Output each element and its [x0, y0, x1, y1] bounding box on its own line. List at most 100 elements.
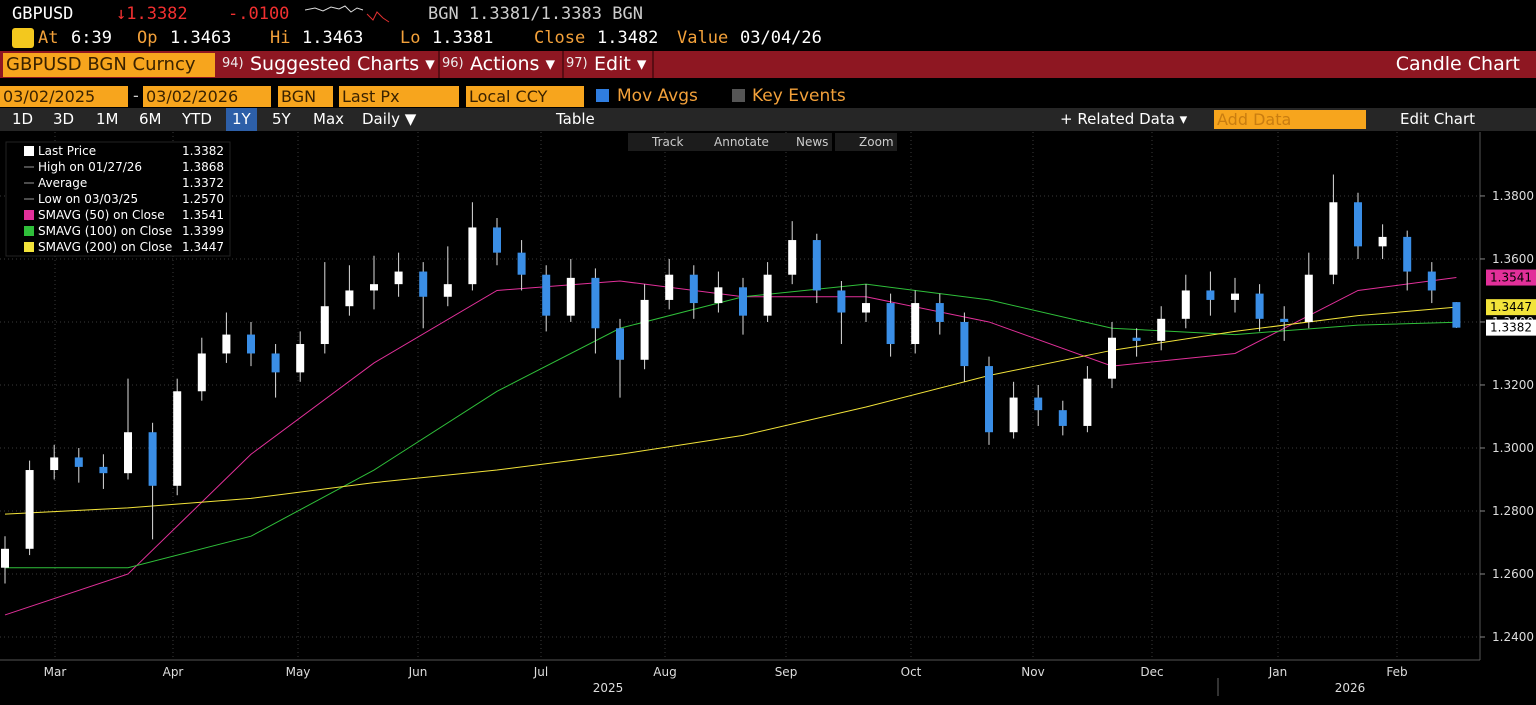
y-tick-label: 1.2400 — [1492, 630, 1534, 644]
menu-number[interactable]: 96) — [442, 56, 464, 71]
candle-body — [1132, 337, 1141, 341]
price-tag-label: 1.3382 — [1490, 321, 1532, 335]
x-tick-label: May — [286, 665, 311, 679]
candle-body — [763, 274, 772, 316]
legend-value: 1.3382 — [182, 144, 224, 158]
candle-body — [1157, 318, 1166, 341]
range-button[interactable]: Max — [313, 110, 345, 128]
source-field[interactable]: BGN — [278, 86, 333, 107]
candle-body — [173, 391, 182, 486]
x-tick-label: Mar — [44, 665, 67, 679]
chart-tool[interactable]: Annotate — [714, 135, 769, 149]
candle-body — [1329, 202, 1338, 275]
legend-swatch — [24, 210, 34, 220]
ticker: GBPUSD — [12, 4, 74, 24]
y-tick-label: 1.2600 — [1492, 567, 1534, 581]
range-button[interactable]: 6M — [139, 110, 162, 128]
menu-separator — [438, 51, 440, 78]
range-button[interactable]: 1M — [96, 110, 119, 128]
candle-body — [591, 277, 600, 329]
range-button[interactable]: 5Y — [272, 110, 291, 128]
candle-body — [616, 328, 624, 360]
legend-swatch — [24, 146, 34, 156]
candle-body — [689, 274, 698, 304]
menu-number[interactable]: 97) — [566, 56, 588, 71]
field-field[interactable]: Last Px — [339, 86, 459, 107]
candle-body — [1231, 293, 1239, 300]
candle-body — [468, 227, 477, 285]
candle-body — [1255, 293, 1264, 319]
key-events-label[interactable]: Key Events — [752, 86, 846, 106]
candle-body — [960, 321, 969, 367]
high-label: Hi — [270, 28, 291, 48]
candle-body — [566, 277, 575, 316]
high: 1.3463 — [302, 28, 364, 48]
candle-body — [1280, 318, 1289, 322]
key-events-checkbox[interactable] — [732, 89, 745, 102]
menu-number[interactable]: 94) — [222, 56, 244, 71]
y-tick-label: 1.3200 — [1492, 378, 1534, 392]
year-label: 2026 — [1335, 681, 1366, 695]
mov-avgs-checkbox[interactable] — [596, 89, 609, 102]
candle-body — [935, 303, 944, 322]
candle-body — [1354, 202, 1362, 247]
candle-body — [517, 252, 526, 275]
candle-body — [665, 274, 674, 300]
last-price: ↓1.3382 — [116, 4, 188, 24]
candle-body — [148, 432, 157, 486]
x-tick-label: Jun — [408, 665, 428, 679]
chart-tool[interactable]: Zoom — [859, 135, 894, 149]
price-tag — [1486, 319, 1536, 336]
legend-swatch — [24, 242, 34, 252]
menu-item[interactable]: Actions ▾ — [470, 53, 555, 75]
range-button[interactable]: YTD — [182, 110, 212, 128]
candle-body — [493, 227, 501, 253]
range-button[interactable]: 3D — [53, 110, 75, 128]
chart-tool[interactable]: Track — [651, 135, 683, 149]
legend-value: 1.3868 — [182, 160, 224, 174]
table-button[interactable]: Table — [556, 110, 595, 128]
period-select[interactable]: Daily ▼ — [362, 110, 417, 128]
candle-body — [320, 306, 329, 345]
candle-body — [1034, 397, 1043, 411]
edit-chart[interactable]: Edit Chart — [1400, 110, 1476, 128]
alert-icon[interactable] — [12, 28, 34, 48]
open-label: Op — [137, 28, 158, 48]
candle-body — [812, 240, 821, 291]
legend-box — [5, 141, 231, 257]
candle-body — [247, 334, 255, 354]
toolbar — [0, 108, 1536, 131]
candle-body — [1058, 410, 1067, 426]
end-date[interactable]: 03/02/2026 — [143, 86, 271, 107]
add-data-field[interactable]: Add Data — [1214, 110, 1366, 129]
candle-body — [99, 466, 108, 474]
candle-body — [640, 299, 649, 360]
price-tag-label: 1.3447 — [1490, 300, 1532, 314]
chart-type-title: Candle Chart — [1395, 53, 1520, 75]
currency-field[interactable]: Local CCY — [466, 86, 584, 107]
x-tick-label: Jan — [1268, 665, 1288, 679]
legend-label: SMAVG (200) on Close — [38, 240, 172, 254]
chart-tool[interactable]: News — [796, 135, 828, 149]
x-tick-label: Aug — [653, 665, 676, 679]
security-field[interactable]: GBPUSD BGN Curncy — [3, 53, 215, 77]
start-date[interactable]: 03/02/2025 — [0, 86, 128, 107]
candle-body — [1206, 290, 1215, 300]
menu-item[interactable]: Edit ▾ — [594, 53, 647, 75]
close: 1.3482 — [597, 28, 659, 48]
x-tick-label: Jul — [533, 665, 548, 679]
candle-body — [1, 548, 9, 568]
range-button[interactable]: 1Y — [226, 108, 257, 131]
mov-avgs-label[interactable]: Mov Avgs — [617, 86, 698, 106]
y-tick-label: 1.2800 — [1492, 504, 1534, 518]
tool-button-bg — [772, 133, 832, 151]
menu-item[interactable]: Suggested Charts ▾ — [250, 53, 435, 75]
range-button[interactable]: 1D — [12, 110, 34, 128]
menu-separator — [562, 51, 564, 78]
related-data[interactable]: + Related Data ▾ — [1060, 110, 1188, 128]
candle-body — [739, 287, 747, 316]
x-tick-label: Oct — [901, 665, 922, 679]
candle-body — [1083, 378, 1092, 426]
candle-body — [222, 334, 231, 354]
